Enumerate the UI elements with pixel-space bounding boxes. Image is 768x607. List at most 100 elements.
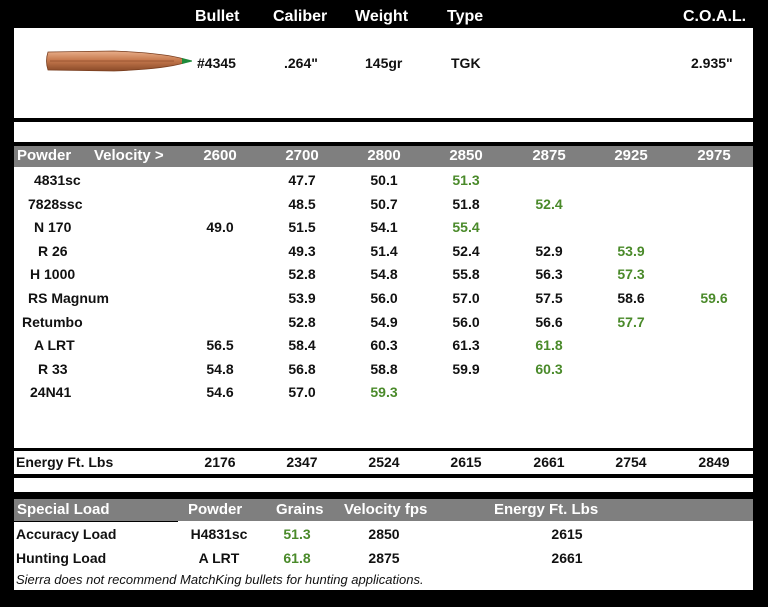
header-coal: C.O.A.L. <box>683 8 747 25</box>
powder-name: R 26 <box>38 243 68 259</box>
header-bullet: Bullet <box>195 8 240 25</box>
velocity-col-header: 2800 <box>367 147 401 164</box>
special-load-name: Hunting Load <box>16 550 107 566</box>
charge-weight-cell: 54.8 <box>206 361 234 377</box>
charge-weight-cell: 60.3 <box>370 337 398 353</box>
velocity-header-bar: Powder Velocity > 2600 2700 2800 2850 28… <box>14 146 753 167</box>
powder-name: RS Magnum <box>28 290 109 306</box>
powder-name: 4831sc <box>34 172 81 188</box>
special-load-header: Special Load <box>17 501 110 518</box>
special-load-name: Accuracy Load <box>16 526 117 542</box>
bullet-weight: 145gr <box>365 55 403 71</box>
powder-name: 7828ssc <box>28 196 83 212</box>
charge-weight-cell: 48.5 <box>288 196 316 212</box>
bullet-caliber: .264" <box>284 55 318 71</box>
charge-weight-cell: 61.3 <box>452 337 480 353</box>
charge-weight-cell: 56.8 <box>288 361 316 377</box>
powder-header: Powder <box>17 147 72 164</box>
charge-weight-cell: 52.8 <box>288 266 316 282</box>
charge-weight-cell: 51.4 <box>370 243 398 259</box>
charge-weight-cell: 61.8 <box>535 337 563 353</box>
charge-weight-cell: 53.9 <box>617 243 645 259</box>
charge-weight-cell: 55.4 <box>452 219 480 235</box>
special-grains-header: Grains <box>276 501 324 518</box>
spacer-strip <box>14 122 753 142</box>
special-energy-header: Energy Ft. Lbs <box>494 501 599 518</box>
charge-weight-cell: 57.0 <box>452 290 480 306</box>
charge-weight-cell: 56.0 <box>370 290 398 306</box>
special-load-energy: 2661 <box>551 550 583 566</box>
special-load-grains: 51.3 <box>283 526 311 542</box>
charge-weight-cell: 56.5 <box>206 337 234 353</box>
velocity-col-header: 2925 <box>614 147 648 164</box>
footnote-row: Sierra does not recommend MatchKing bull… <box>14 570 753 590</box>
footnote: Sierra does not recommend MatchKing bull… <box>16 572 424 587</box>
velocity-header: Velocity > <box>94 147 164 164</box>
powder-name: R 33 <box>38 361 68 377</box>
charge-weight-cell: 52.8 <box>288 314 316 330</box>
charge-weight-cell: 52.4 <box>452 243 480 259</box>
bullet-number: #4345 <box>197 55 236 71</box>
charge-weight-cell: 50.7 <box>370 196 398 212</box>
special-load-powder: H4831sc <box>190 526 248 542</box>
special-velocity-header: Velocity fps <box>344 501 428 518</box>
charge-weight-cell: 53.9 <box>288 290 316 306</box>
energy-value: 2524 <box>368 454 400 470</box>
velocity-col-header: 2875 <box>532 147 566 164</box>
powder-name: H 1000 <box>30 266 76 282</box>
energy-value: 2849 <box>698 454 730 470</box>
divider <box>14 521 178 522</box>
special-load-energy: 2615 <box>551 526 583 542</box>
charge-weight-cell: 58.6 <box>617 290 645 306</box>
special-load-velocity: 2850 <box>368 526 400 542</box>
charge-weight-cell: 56.6 <box>535 314 563 330</box>
velocity-col-header: 2850 <box>449 147 483 164</box>
bullet-image-icon <box>46 50 192 72</box>
special-load-header-bar: Special Load Powder Grains Velocity fps … <box>14 499 753 521</box>
charge-weight-cell: 58.8 <box>370 361 398 377</box>
powder-name: N 170 <box>34 219 72 235</box>
bullet-coal: 2.935" <box>691 55 733 71</box>
load-data-panel: 4831sc 47.7 50.1 51.3 7828ssc 48.5 50.7 51.8 52.… <box>14 167 753 448</box>
special-load-panel: Accuracy Load H4831sc 51.3 2850 2615 Hun… <box>14 521 753 570</box>
charge-weight-cell: 49.0 <box>206 219 234 235</box>
charge-weight-cell: 52.9 <box>535 243 563 259</box>
bullet-spec-panel: #4345 .264" 145gr TGK 2.935" <box>14 28 753 118</box>
energy-label: Energy Ft. Lbs <box>16 454 114 470</box>
charge-weight-cell: 57.5 <box>535 290 563 306</box>
charge-weight-cell: 51.3 <box>452 172 480 188</box>
energy-value: 2347 <box>286 454 318 470</box>
charge-weight-cell: 56.3 <box>535 266 563 282</box>
charge-weight-cell: 59.6 <box>700 290 728 306</box>
energy-row: Energy Ft. Lbs 2176 2347 2524 2615 2661 … <box>14 451 753 474</box>
special-load-velocity: 2875 <box>368 550 400 566</box>
energy-value: 2754 <box>615 454 647 470</box>
charge-weight-cell: 52.4 <box>535 196 563 212</box>
charge-weight-cell: 54.8 <box>370 266 398 282</box>
header-type: Type <box>447 8 484 25</box>
velocity-col-header: 2600 <box>203 147 237 164</box>
charge-weight-cell: 59.3 <box>370 384 398 400</box>
energy-value: 2176 <box>204 454 236 470</box>
powder-name: Retumbo <box>22 314 83 330</box>
special-load-powder: A LRT <box>198 550 240 566</box>
special-load-grains: 61.8 <box>283 550 311 566</box>
charge-weight-cell: 54.1 <box>370 219 398 235</box>
charge-weight-cell: 58.4 <box>288 337 316 353</box>
charge-weight-cell: 60.3 <box>535 361 563 377</box>
charge-weight-cell: 54.6 <box>206 384 234 400</box>
powder-name: A LRT <box>34 337 75 353</box>
powder-name: 24N41 <box>30 384 72 400</box>
charge-weight-cell: 57.7 <box>617 314 645 330</box>
charge-weight-cell: 56.0 <box>452 314 480 330</box>
charge-weight-cell: 51.8 <box>452 196 480 212</box>
spacer-strip <box>14 478 753 492</box>
header-weight: Weight <box>355 8 409 25</box>
charge-weight-cell: 55.8 <box>452 266 480 282</box>
velocity-col-header: 2700 <box>285 147 319 164</box>
special-powder-header: Powder <box>188 501 243 518</box>
charge-weight-cell: 49.3 <box>288 243 316 259</box>
velocity-col-header: 2975 <box>697 147 731 164</box>
charge-weight-cell: 47.7 <box>288 172 316 188</box>
charge-weight-cell: 54.9 <box>370 314 398 330</box>
